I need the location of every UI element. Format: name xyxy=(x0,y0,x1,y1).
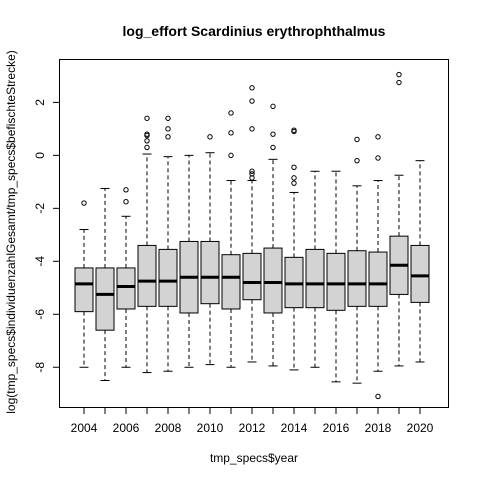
outlier-point xyxy=(396,71,402,78)
box-2006 xyxy=(116,187,136,368)
iqr-box xyxy=(326,252,346,311)
outlier-point xyxy=(165,126,171,132)
x-tick-label: 2016 xyxy=(323,421,350,435)
box-2014 xyxy=(284,127,304,371)
y-tick-label: -6 xyxy=(33,309,47,320)
outlier-point xyxy=(249,126,255,132)
iqr-box xyxy=(305,248,325,309)
iqr-box xyxy=(158,248,178,307)
x-tick-label: 2004 xyxy=(71,421,98,435)
box-2005 xyxy=(95,187,115,382)
y-axis-label: log(tmp_specs$individuenzahlGesamt/tmp_s… xyxy=(4,50,18,414)
iqr-box xyxy=(95,267,115,331)
x-tick-label: 2006 xyxy=(113,421,140,435)
outlier-point xyxy=(249,171,255,177)
box-2007 xyxy=(137,115,157,374)
outlier-point xyxy=(144,144,150,151)
plot-area xyxy=(74,71,430,400)
outlier-point xyxy=(228,152,234,159)
box-2010 xyxy=(200,134,220,366)
outlier-point xyxy=(228,110,234,116)
iqr-box xyxy=(410,244,430,303)
y-axis: -8 -6 -4 -2 0 2 xyxy=(33,99,60,373)
outlier-point xyxy=(291,127,297,133)
iqr-box xyxy=(74,267,94,313)
iqr-box xyxy=(221,254,241,310)
outlier-point xyxy=(375,155,381,161)
x-tick-label: 2010 xyxy=(197,421,224,435)
iqr-box xyxy=(242,252,262,301)
box-2008 xyxy=(158,115,178,372)
iqr-box xyxy=(200,240,220,305)
y-tick-label: -8 xyxy=(33,362,47,373)
outlier-point xyxy=(249,85,255,91)
y-tick-label: -4 xyxy=(33,256,47,267)
box-2013 xyxy=(263,103,283,367)
outlier-point xyxy=(228,130,234,136)
iqr-box xyxy=(347,250,367,307)
outlier-point xyxy=(396,79,402,86)
outlier-point xyxy=(354,136,360,143)
outlier-point xyxy=(165,134,171,140)
outlier-point xyxy=(144,131,150,137)
outlier-point xyxy=(249,168,255,174)
y-tick-label: 0 xyxy=(33,152,47,159)
outlier-point xyxy=(291,180,297,186)
outlier-point xyxy=(375,393,381,400)
box-2011 xyxy=(221,110,241,368)
box-2004 xyxy=(74,200,94,368)
box-2017 xyxy=(347,136,367,384)
x-tick-label: 2014 xyxy=(281,421,308,435)
box-2015 xyxy=(305,170,325,368)
outlier-point xyxy=(291,164,297,170)
box-2019 xyxy=(389,71,409,367)
outlier-point xyxy=(123,187,129,193)
y-tick-label: 2 xyxy=(33,99,47,106)
outlier-point xyxy=(270,144,276,151)
outlier-point xyxy=(207,134,213,140)
iqr-box xyxy=(263,247,283,314)
x-tick-label: 2020 xyxy=(407,421,434,435)
iqr-box xyxy=(137,244,157,307)
chart-title: log_effort Scardinius erythrophthalmus xyxy=(123,23,386,39)
box-2018 xyxy=(368,134,388,400)
x-tick-label: 2012 xyxy=(239,421,266,435)
outlier-point xyxy=(270,103,276,110)
box-2012 xyxy=(242,85,262,363)
x-tick-label: 2018 xyxy=(365,421,392,435)
iqr-box xyxy=(368,251,388,307)
outlier-point xyxy=(354,157,360,164)
x-tick-label: 2008 xyxy=(155,421,182,435)
x-axis: 2004 2006 2008 2010 2012 2014 2016 2018 2020 xyxy=(71,407,434,435)
iqr-box xyxy=(116,267,136,310)
outlier-point xyxy=(123,199,129,205)
box-2016 xyxy=(326,170,346,383)
outlier-point xyxy=(270,131,276,137)
box-2020 xyxy=(410,160,430,363)
y-tick-label: -2 xyxy=(33,203,47,214)
x-axis-label: tmp_specs$year xyxy=(210,451,298,465)
box-2009 xyxy=(179,154,199,368)
outlier-point xyxy=(81,200,87,206)
outlier-point xyxy=(375,134,381,140)
outlier-point xyxy=(249,98,255,104)
outlier-point xyxy=(291,175,297,181)
outlier-point xyxy=(144,138,150,144)
outlier-point xyxy=(165,115,171,121)
outlier-point xyxy=(144,115,150,121)
